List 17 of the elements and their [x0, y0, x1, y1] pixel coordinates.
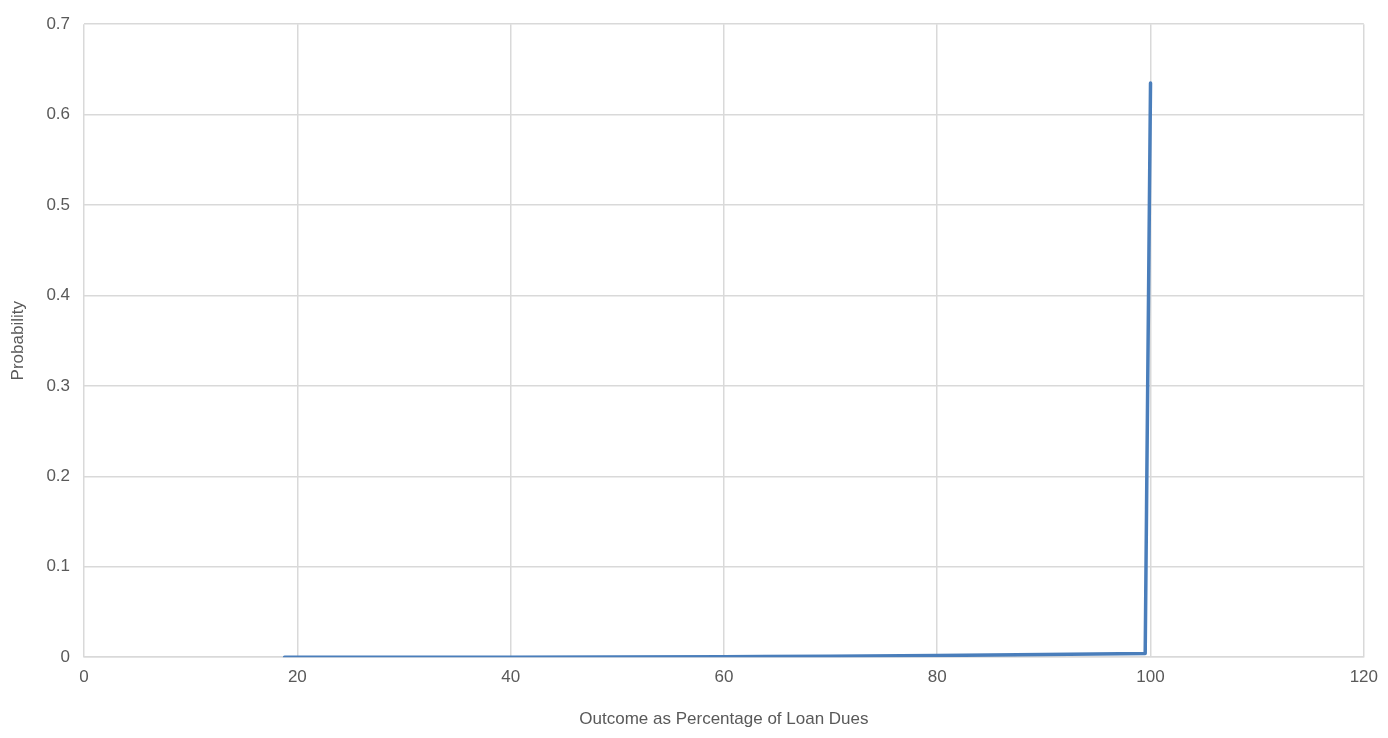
y-tick-label: 0.7: [46, 13, 71, 33]
y-tick-label: 0: [60, 646, 71, 666]
y-tick-label: 0.4: [46, 285, 71, 305]
y-tick-label: 0.2: [46, 466, 71, 486]
y-tick-label: 0.5: [46, 194, 71, 214]
x-tick-label: 60: [714, 667, 734, 687]
x-tick-label: 40: [501, 667, 521, 687]
x-tick-label: 80: [927, 667, 947, 687]
y-axis-title: Probability: [7, 300, 27, 381]
x-axis-title: Outcome as Percentage of Loan Dues: [579, 709, 869, 729]
x-tick-label: 0: [79, 667, 89, 687]
x-tick-label: 20: [287, 667, 307, 687]
x-tick-label: 120: [1349, 667, 1379, 687]
y-tick-label: 0.1: [46, 556, 71, 576]
x-tick-label: 100: [1136, 667, 1165, 687]
y-tick-label: 0.6: [46, 104, 71, 124]
y-tick-label: 0.3: [46, 375, 71, 395]
